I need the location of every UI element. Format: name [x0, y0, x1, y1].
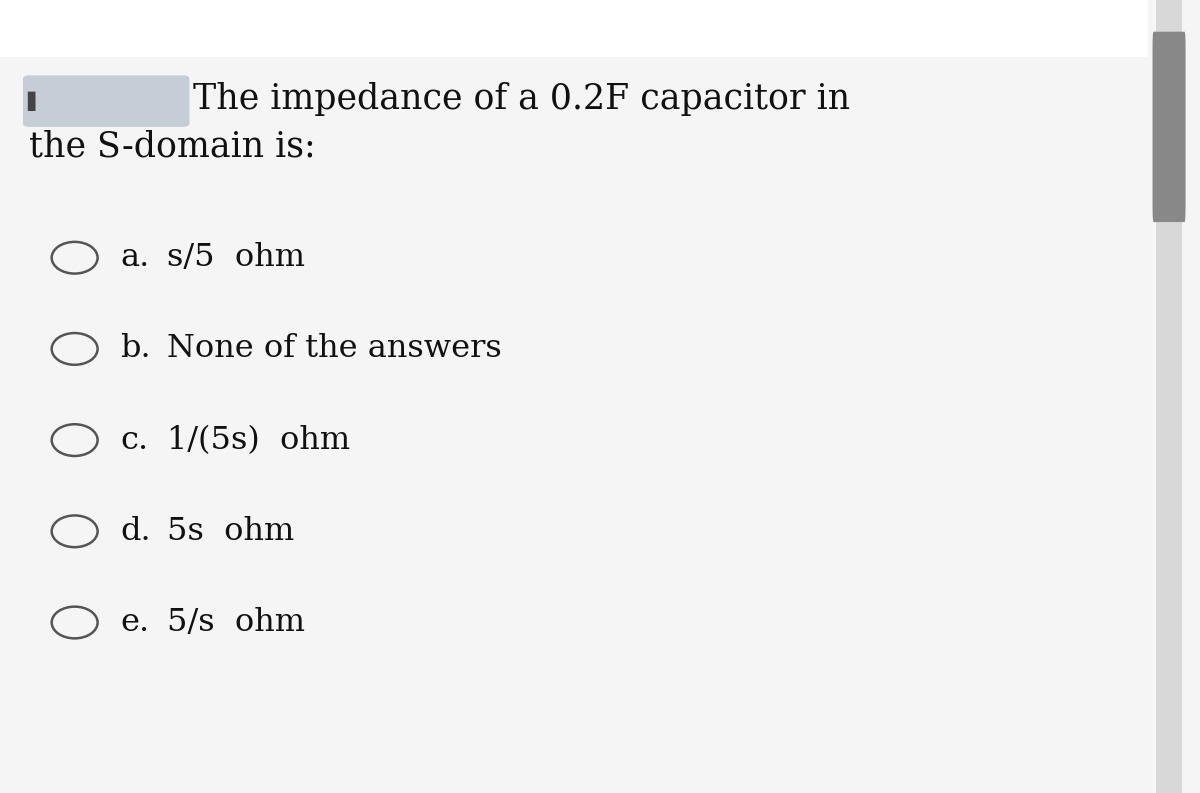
- Text: the S-domain is:: the S-domain is:: [29, 130, 316, 163]
- Text: c.: c.: [120, 424, 149, 456]
- FancyBboxPatch shape: [1152, 32, 1186, 222]
- Text: 5s  ohm: 5s ohm: [167, 515, 294, 547]
- Text: 5/s  ohm: 5/s ohm: [167, 607, 305, 638]
- Text: The impedance of a 0.2F capacitor in: The impedance of a 0.2F capacitor in: [193, 82, 850, 116]
- Text: d.: d.: [120, 515, 151, 547]
- FancyBboxPatch shape: [1156, 0, 1182, 793]
- Text: ▌: ▌: [28, 92, 42, 111]
- FancyBboxPatch shape: [23, 75, 190, 127]
- FancyBboxPatch shape: [0, 0, 1148, 57]
- Text: e.: e.: [120, 607, 150, 638]
- Text: s/5  ohm: s/5 ohm: [167, 242, 305, 274]
- Text: None of the answers: None of the answers: [167, 333, 502, 365]
- Text: b.: b.: [120, 333, 151, 365]
- Text: 1/(5s)  ohm: 1/(5s) ohm: [167, 424, 349, 456]
- Text: a.: a.: [120, 242, 150, 274]
